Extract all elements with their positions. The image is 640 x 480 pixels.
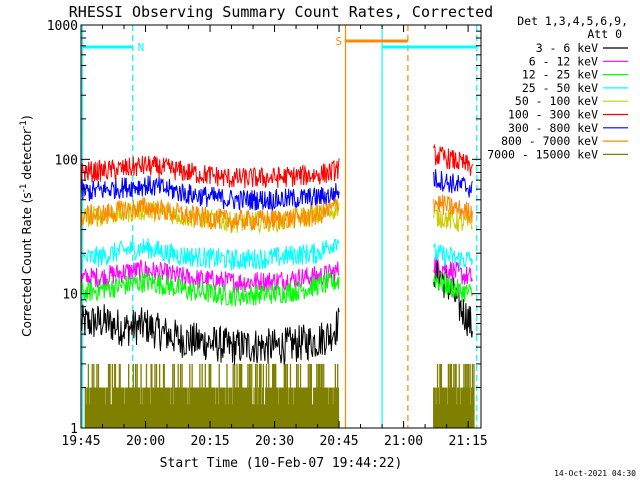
- olive-series-layer: [84, 363, 475, 428]
- footer-datestamp: 14-Oct-2021 04:30: [554, 469, 636, 478]
- series-line: [80, 237, 340, 271]
- y-tick-label: 100: [55, 153, 78, 168]
- series-line: [433, 243, 473, 270]
- series-line: [80, 259, 340, 294]
- y-axis-label-exp1: -1: [19, 183, 29, 192]
- legend-header-2: Att 0: [587, 27, 622, 41]
- plot-frame: [80, 24, 482, 429]
- series-line: [80, 304, 340, 365]
- series-line: [433, 206, 473, 233]
- legend-label: 7000 - 15000 keV: [487, 147, 598, 161]
- series-layer: [80, 143, 473, 365]
- y-axis-label: Corrected Count Rate (s-1 detector-1): [19, 115, 34, 336]
- chart-title: RHESSI Observing Summary Count Rates, Co…: [69, 3, 493, 21]
- y-axis-label-mid: detector: [20, 129, 34, 184]
- series-line: [433, 194, 473, 224]
- series-line: [80, 155, 340, 189]
- x-tick-label: 20:15: [190, 434, 229, 449]
- y-tick-label: 10: [62, 288, 78, 303]
- series-line: [433, 272, 473, 303]
- legend-label: 3 - 6 keV: [536, 41, 598, 55]
- x-tick-label: 21:00: [384, 434, 423, 449]
- saa-marker-label: S: [336, 35, 343, 48]
- series-line: [80, 196, 340, 232]
- x-tick-label: 20:45: [319, 434, 358, 449]
- y-axis-label-main: Corrected Count Rate (s: [20, 192, 34, 336]
- flag-lines-layer: [81, 25, 478, 428]
- x-tick-label: 19:45: [61, 434, 100, 449]
- x-tick-label: 20:30: [255, 434, 294, 449]
- series-line: [433, 169, 473, 198]
- x-axis-label: Start Time (10-Feb-07 19:44:22): [160, 456, 403, 471]
- legend-label: 300 - 800 keV: [508, 121, 598, 135]
- legend-label: 100 - 300 keV: [508, 108, 598, 122]
- series-line: [80, 271, 340, 307]
- series-line: [433, 143, 473, 176]
- series-line: [433, 255, 473, 285]
- y-tick-label: 1: [70, 422, 78, 437]
- legend-header-1: Det 1,3,4,5,6,9,: [517, 14, 628, 28]
- axes-layer: 19:45 20:00 20:15 20:30 20:45 21:00 21:15 1 10 10…: [47, 19, 488, 449]
- legend-label: 50 - 100 keV: [515, 94, 598, 108]
- legend-label: 12 - 25 keV: [522, 68, 598, 82]
- legend-label: 25 - 50 keV: [522, 81, 598, 95]
- legend-label: 800 - 7000 keV: [501, 134, 598, 148]
- series-line: [433, 255, 473, 338]
- y-axis-label-end: ): [20, 115, 34, 120]
- y-tick-label: 1000: [47, 19, 78, 34]
- legend-label: 6 - 12 keV: [529, 54, 598, 68]
- y-axis-label-exp2: -1: [19, 120, 29, 129]
- x-tick-label: 21:15: [449, 434, 488, 449]
- night-marker-label: N: [138, 41, 145, 54]
- x-tick-label: 20:00: [126, 434, 165, 449]
- series-line: [80, 175, 340, 212]
